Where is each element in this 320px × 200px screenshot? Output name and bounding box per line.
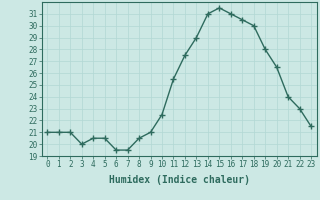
X-axis label: Humidex (Indice chaleur): Humidex (Indice chaleur) [109,175,250,185]
